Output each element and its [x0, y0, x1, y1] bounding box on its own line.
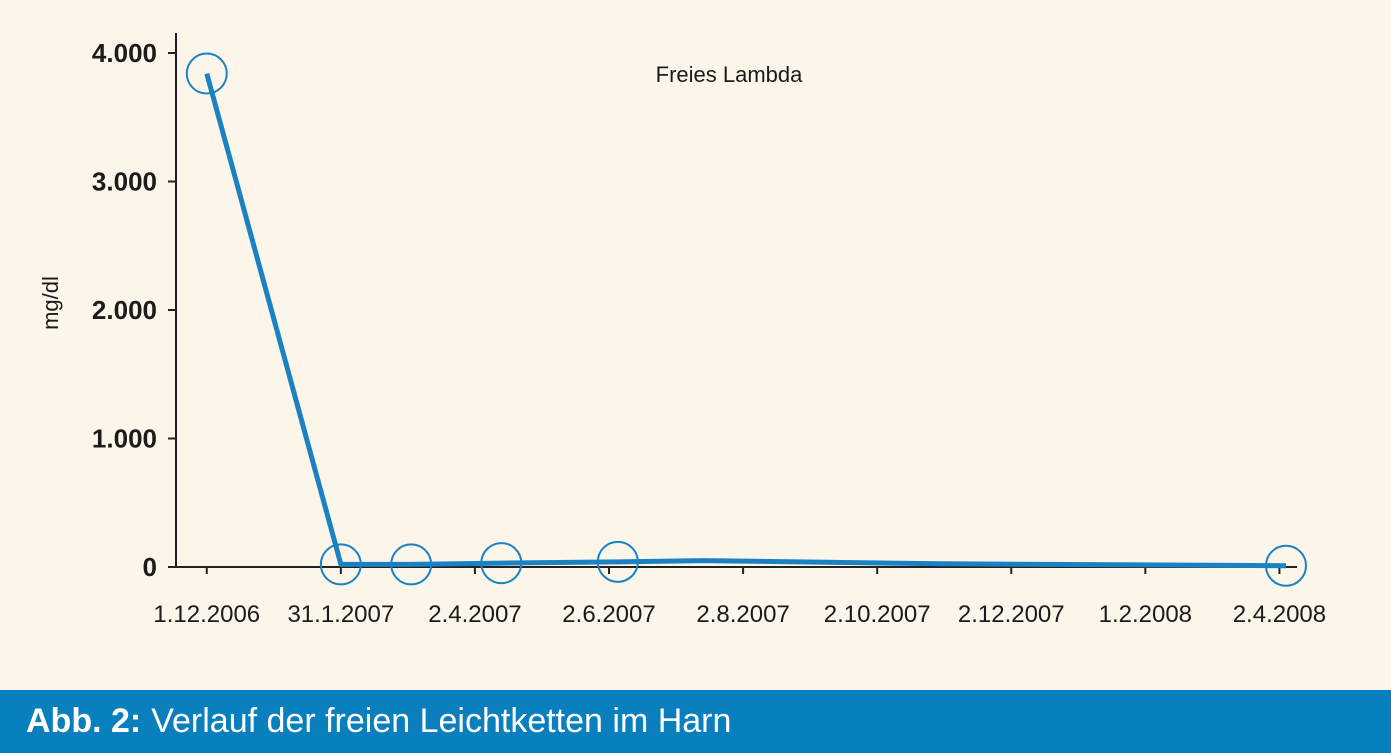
y-axis-label: mg/dl: [38, 276, 63, 330]
y-tick-label: 2.000: [92, 295, 157, 325]
x-tick-label: 31.1.2007: [287, 601, 394, 628]
data-point-marker: [185, 52, 228, 95]
data-point-marker: [596, 540, 639, 583]
caption-text: Verlauf der freien Leichtketten im Harn: [151, 702, 732, 740]
y-tick-label: 4.000: [92, 38, 157, 68]
x-tick-label: 2.6.2007: [562, 601, 655, 628]
y-tick-label: 0: [143, 552, 157, 582]
x-tick-label: 2.10.2007: [824, 601, 931, 628]
series-line: [204, 72, 1287, 569]
x-tick-label: 2.4.2007: [428, 601, 521, 628]
x-tick-label: 2.8.2007: [696, 601, 789, 628]
x-tick-label: 2.4.2008: [1233, 601, 1326, 628]
x-tick-label: 1.12.2006: [153, 601, 260, 628]
figure-caption: Abb. 2: Verlauf der freien Leichtketten …: [0, 690, 1391, 753]
x-tick-label: 1.2.2008: [1099, 601, 1192, 628]
data-point-marker: [319, 543, 362, 586]
series-freies-lambda: [185, 52, 1308, 587]
y-axis: 0 1.000 2.000 3.000 4.000: [92, 33, 177, 582]
caption-lead: Abb. 2:: [26, 702, 142, 740]
data-point-marker: [390, 543, 433, 586]
data-point-marker: [1265, 544, 1308, 587]
y-tick-label: 1.000: [92, 424, 157, 454]
x-tick-label: 2.12.2007: [958, 601, 1065, 628]
x-axis: 1.12.2006 31.1.2007 2.4.2007 2.6.2007 2.8.20…: [153, 566, 1326, 628]
series-label: Freies Lambda: [656, 62, 804, 87]
line-chart: 0 1.000 2.000 3.000 4.000 1.12.2006 31.1.2007…: [38, 33, 1326, 628]
data-point-marker: [480, 542, 523, 585]
y-tick-label: 3.000: [92, 167, 157, 197]
